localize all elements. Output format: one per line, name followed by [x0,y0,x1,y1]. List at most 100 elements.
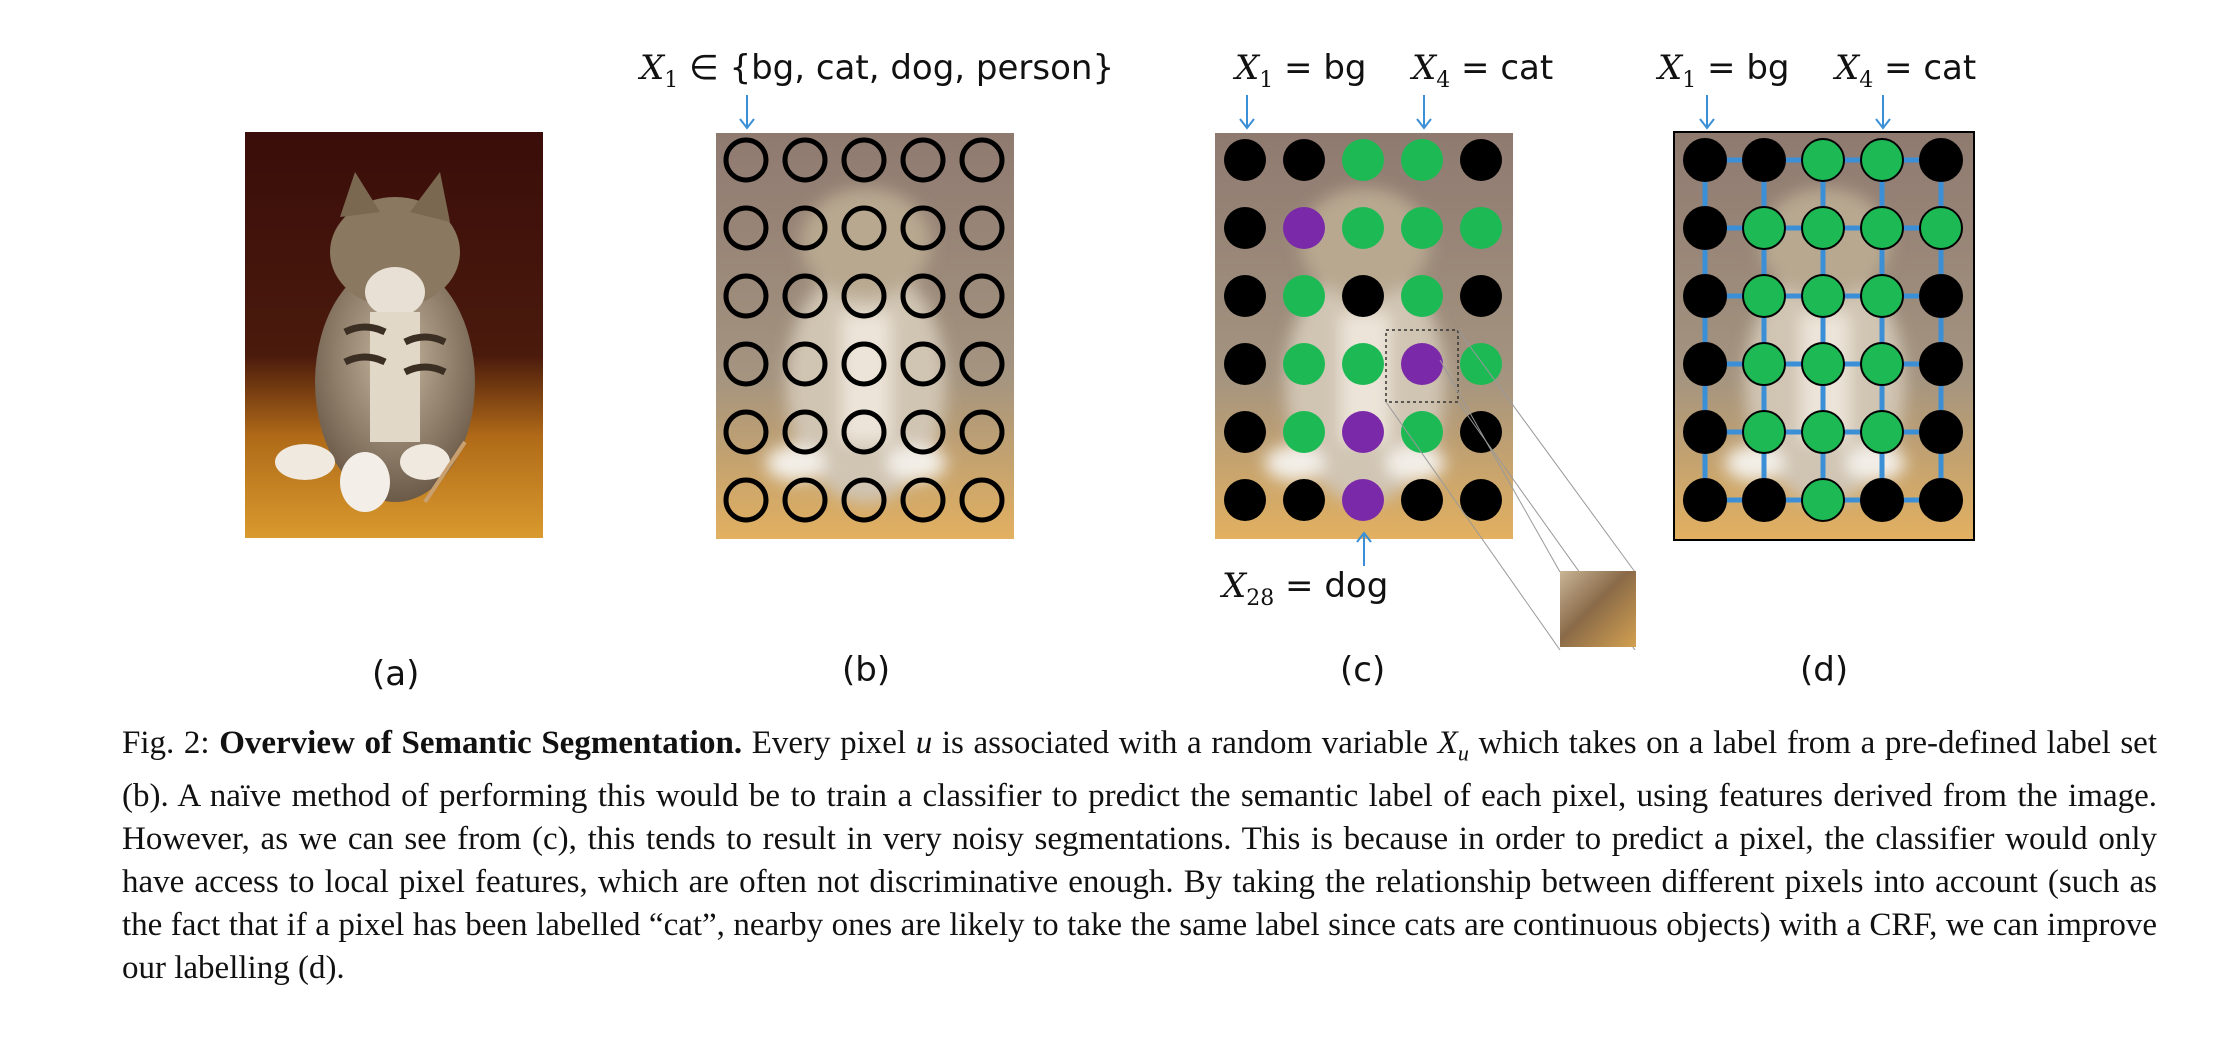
variable-node [841,409,887,455]
pixel-node-dog [1342,479,1384,521]
crf-node-bg [1742,478,1786,522]
crf-node-cat [1801,342,1845,386]
pixel-node-cat [1283,275,1325,317]
arrow-c-x28 [1356,531,1372,566]
pixel-node-bg [1342,275,1384,317]
variable-node [723,409,769,455]
pixel-node-cat [1401,139,1443,181]
crf-node-cat [1801,206,1845,250]
pixel-node-bg [1224,343,1266,385]
label-b-var: X [640,48,665,88]
pixel-node-dog [1342,411,1384,453]
variable-node [841,273,887,319]
crf-node-cat [1860,138,1904,182]
pixel-node-bg [1224,479,1266,521]
pixel-node-bg [1401,479,1443,521]
pixel-node-bg [1283,139,1325,181]
pixel-node-cat [1342,343,1384,385]
crf-node-cat [1742,206,1786,250]
crf-node-cat [1919,206,1963,250]
variable-node [959,477,1005,523]
crf-node-bg [1919,410,1963,454]
variable-node [723,341,769,387]
panel-letter-d: (d) [1800,650,1849,690]
variable-node [841,477,887,523]
pixel-node-bg [1283,479,1325,521]
crf-node-cat [1801,138,1845,182]
zoom-patch [1560,571,1636,647]
variable-node [782,273,828,319]
pixel-node-cat [1283,411,1325,453]
crf-node-cat [1860,342,1904,386]
crf-node-cat [1860,410,1904,454]
crf-node-bg [1742,138,1786,182]
caption-title: Overview of Semantic Segmentation. [219,725,743,761]
variable-node [900,273,946,319]
variable-node [782,477,828,523]
crf-node-bg [1683,478,1727,522]
variable-node [959,137,1005,183]
variable-node [841,341,887,387]
variable-node [723,137,769,183]
variable-grid-b [723,137,1005,523]
crf-node-bg [1683,206,1727,250]
kitten-photo-blurred-c [1215,133,1513,539]
label-c-x1: X1 = bg [1235,48,1367,93]
pixel-node-bg [1224,139,1266,181]
pixel-node-cat [1460,343,1502,385]
crf-node-bg [1919,342,1963,386]
arrow-c-x4 [1416,95,1432,130]
pixel-node-cat [1460,207,1502,249]
label-b: X1 ∈ {bg, cat, dog, person} [640,48,1114,93]
label-d-x4: X4 = cat [1835,48,1977,93]
panel-letter-a: (a) [372,654,420,694]
variable-node [782,409,828,455]
variable-node [782,137,828,183]
panel-letter-b: (b) [842,650,891,690]
crf-node-cat [1860,274,1904,318]
crf-node-cat [1742,274,1786,318]
prediction-grid-c [1224,139,1502,521]
crf-node-cat [1860,206,1904,250]
pixel-node-bg [1460,479,1502,521]
variable-node [723,273,769,319]
pixel-node-cat [1401,275,1443,317]
figure: (a) X1 ∈ {bg, cat, dog, person} [245,48,1977,694]
variable-node [900,205,946,251]
label-b-rest: ∈ {bg, cat, dog, person} [678,48,1115,88]
arrow-d-x4 [1875,95,1891,130]
crf-node-cat [1801,478,1845,522]
pixel-node-dog [1401,343,1443,385]
crf-node-bg [1683,138,1727,182]
pixel-node-bg [1224,275,1266,317]
variable-node [900,341,946,387]
variable-node [782,341,828,387]
arrow-d-x1 [1699,95,1715,130]
panel-letter-c: (c) [1340,650,1386,690]
variable-node [900,409,946,455]
pixel-node-bg [1460,275,1502,317]
arrow-c-x1 [1239,95,1255,130]
variable-node [841,205,887,251]
variable-node [900,137,946,183]
crf-node-cat [1801,274,1845,318]
pixel-node-cat [1401,411,1443,453]
kitten-illustration [245,132,543,538]
crf-node-bg [1919,274,1963,318]
figure-caption: Fig. 2: Overview of Semantic Segmentatio… [122,725,2157,986]
caption-fig-number: Fig. 2: [122,725,220,761]
label-b-sub: 1 [664,67,679,93]
label-d-x1: X1 = bg [1658,48,1790,93]
kitten-photo-blurred-b [716,133,1014,539]
label-c-x4: X4 = cat [1412,48,1554,93]
variable-node [959,341,1005,387]
variable-node [900,477,946,523]
pixel-node-bg [1224,411,1266,453]
crf-node-cat [1801,410,1845,454]
zoom-region-box [1385,329,1459,403]
pixel-node-cat [1342,207,1384,249]
pixel-node-bg [1224,207,1266,249]
variable-node [723,205,769,251]
variable-node [959,409,1005,455]
label-c-x28: X28 = dog [1222,566,1389,611]
